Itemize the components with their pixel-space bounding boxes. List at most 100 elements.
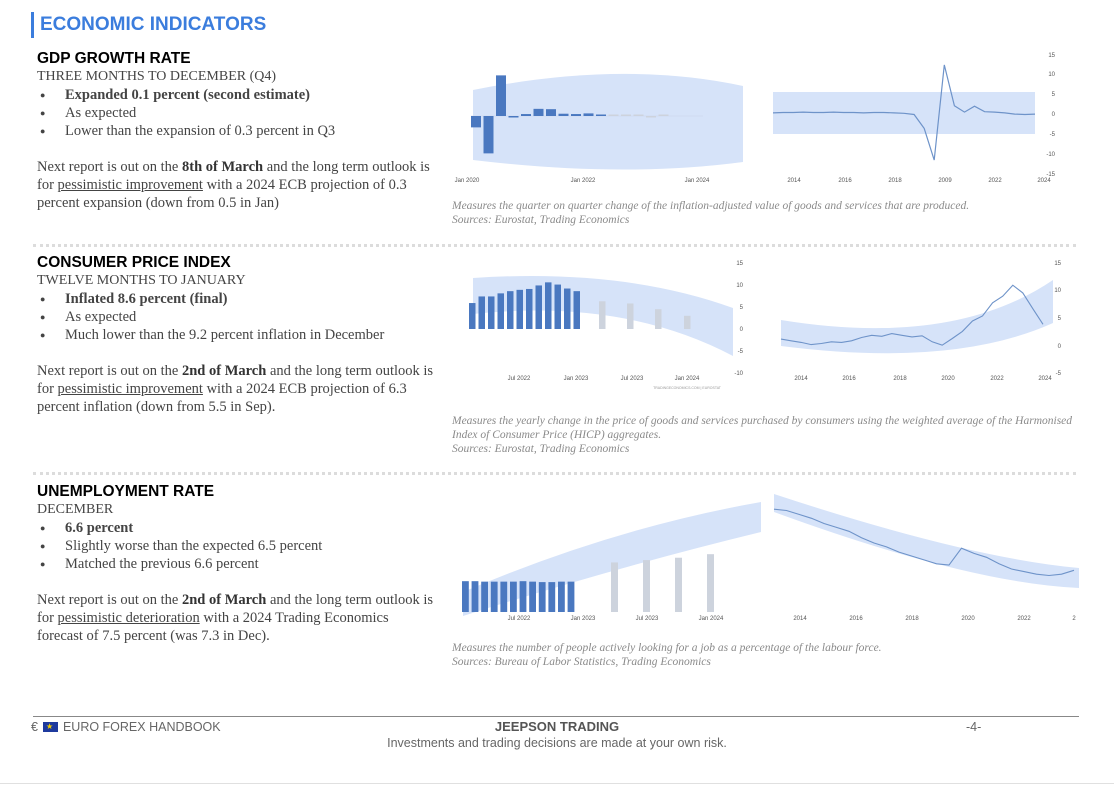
bullet-item: Slightly worse than the expected 6.5 per… — [37, 537, 437, 555]
outlook-paragraph: Next report is out on the 2nd of March a… — [37, 363, 434, 415]
x-tick-label: Jan 2023 — [564, 376, 589, 382]
cpi-bar — [516, 289, 523, 329]
gdp-bar — [608, 114, 619, 116]
y-tick-right: -10 — [1046, 152, 1055, 158]
euro-symbol: € — [31, 720, 38, 734]
outlook-link[interactable]: pessimistic deterioration — [57, 610, 200, 626]
cpi-forecast-bar — [684, 315, 691, 329]
gdp-bar — [621, 114, 631, 116]
section-divider — [33, 472, 1076, 475]
x-tick-label: 2020 — [941, 376, 955, 382]
y-tick-right: -15 — [1046, 172, 1055, 178]
section-title: UNEMPLOYMENT RATE — [37, 483, 215, 500]
gdp-section: GDP GROWTH RATE THREE MONTHS TO DECEMBER… — [37, 49, 437, 212]
outlook-link[interactable]: pessimistic improvement — [57, 381, 203, 397]
unemp-bar — [538, 582, 546, 612]
gdp-caption: Measures the quarter on quarter change o… — [452, 200, 970, 226]
bullet-item: Lower than the expansion of 0.3 percent … — [37, 122, 437, 140]
outlook-link[interactable]: pessimistic improvement — [57, 177, 203, 193]
bullet-item: Expanded 0.1 percent (second estimate) — [37, 86, 437, 104]
y-tick-right: 0 — [1058, 344, 1062, 350]
bullet-list: Inflated 8.6 percent (final) As expected… — [37, 290, 437, 344]
gdp-bar — [633, 114, 644, 116]
x-tick-label: 2022 — [990, 376, 1004, 382]
y-tick-right: -10 — [734, 371, 743, 377]
unemployment-long-chart: 2014 2016 2018 2020 2022 2 — [773, 494, 1079, 622]
y-tick-right: -5 — [1050, 132, 1056, 138]
cpi-bar — [554, 284, 561, 329]
section-title: GDP GROWTH RATE — [37, 50, 191, 67]
cpi-bar — [573, 291, 580, 329]
footer-rule — [33, 716, 1079, 717]
cpi-bar — [526, 288, 533, 329]
y-tick-right: 5 — [740, 305, 744, 311]
y-tick-right: 5 — [1052, 92, 1056, 98]
section-period: THREE MONTHS TO DECEMBER (Q4) — [37, 69, 277, 84]
x-tick-label: 2020 — [961, 616, 975, 622]
bullet-item: 6.6 percent — [37, 519, 437, 537]
cpi-long-chart: 15 10 5 0 -5 2014 2016 2018 2020 2022 2024 — [780, 261, 1062, 382]
x-tick-label: Jan 2023 — [571, 616, 596, 622]
unemp-bar — [567, 581, 575, 612]
x-tick-label: 2022 — [988, 178, 1002, 184]
unemployment-caption: Measures the number of people actively l… — [452, 642, 882, 668]
forecast-band — [463, 502, 761, 616]
footer-handbook: € EURO FOREX HANDBOOK — [31, 719, 221, 735]
x-tick-label: Jan 2020 — [455, 178, 480, 184]
gdp-long-chart: 151510105500-5-5-10-10-15-15201420162018… — [773, 53, 1056, 184]
x-tick-label: 2024 — [1037, 178, 1051, 184]
y-tick-right: 0 — [740, 327, 744, 333]
cpi-forecast-bar — [627, 303, 634, 329]
x-tick-label: Jan 2022 — [571, 178, 596, 184]
section-divider — [33, 244, 1076, 247]
y-tick-right: 5 — [1058, 316, 1062, 322]
gdp-bar — [508, 116, 519, 118]
unemp-bar — [471, 581, 479, 612]
forecast-band — [781, 280, 1053, 354]
bullet-list: 6.6 percent Slightly worse than the expe… — [37, 519, 437, 573]
outlook-paragraph: Next report is out on the 8th of March a… — [37, 159, 430, 211]
forecast-band — [473, 73, 743, 170]
y-tick-right: 15 — [1048, 53, 1055, 59]
handbook-title: EURO FOREX HANDBOOK — [62, 720, 221, 734]
x-tick-label: 2018 — [905, 616, 919, 622]
gdp-bar — [583, 113, 594, 116]
bullet-item: Inflated 8.6 percent (final) — [37, 290, 437, 308]
y-tick-right: 15 — [736, 261, 743, 267]
y-tick-right: 15 — [1054, 261, 1061, 267]
source-note: TRADINGECONOMICS.COM | EUROSTAT — [653, 386, 722, 390]
cpi-section: CONSUMER PRICE INDEX TWELVE MONTHS TO JA… — [37, 253, 437, 416]
cpi-caption: Measures the yearly change in the price … — [452, 415, 1073, 455]
unemployment-short-chart: Jul 2022 Jan 2023 Jul 2023 Jan 2024 — [462, 502, 761, 622]
page-bottom-rule — [0, 783, 1114, 784]
y-tick-right: 10 — [736, 283, 743, 289]
unemp-bar — [519, 581, 527, 612]
gdp-bar — [658, 114, 669, 116]
y-tick-right: -5 — [738, 349, 744, 355]
gdp-bar — [471, 116, 481, 128]
cpi-series-line — [780, 284, 1044, 346]
x-tick-label: 2016 — [842, 376, 856, 382]
gdp-bar — [571, 114, 581, 116]
x-tick-label: 2 — [1072, 616, 1076, 622]
x-tick-label: 2014 — [794, 376, 808, 382]
x-tick-label: 2016 — [849, 616, 863, 622]
cpi-bar — [535, 285, 542, 329]
unemp-bar — [500, 581, 508, 612]
unemp-forecast-bar — [675, 557, 682, 612]
report-date: 8th of March — [181, 159, 264, 175]
x-tick-label: 2014 — [787, 178, 801, 184]
x-tick-label: Jan 2024 — [699, 616, 724, 622]
unemp-bar — [510, 581, 517, 612]
cpi-forecast-bar — [655, 309, 662, 329]
unemp-forecast-bar — [611, 562, 618, 612]
cpi-bar — [545, 282, 552, 329]
report-date: 2nd of March — [181, 592, 267, 608]
outlook-paragraph: Next report is out on the 2nd of March a… — [37, 592, 434, 644]
x-tick-label: Jul 2023 — [636, 616, 659, 622]
unemp-bar — [490, 581, 498, 612]
bullet-item: Much lower than the 9.2 percent inflatio… — [37, 326, 437, 344]
cpi-bar — [488, 296, 495, 329]
section-title: CONSUMER PRICE INDEX — [37, 254, 231, 271]
y-tick-right: 10 — [1054, 288, 1061, 294]
